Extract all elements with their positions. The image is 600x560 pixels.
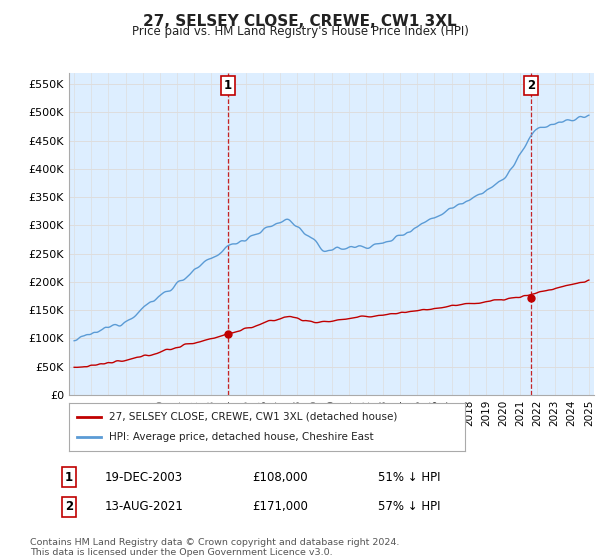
Text: Price paid vs. HM Land Registry's House Price Index (HPI): Price paid vs. HM Land Registry's House … — [131, 25, 469, 38]
Text: 13-AUG-2021: 13-AUG-2021 — [105, 500, 184, 514]
Text: 57% ↓ HPI: 57% ↓ HPI — [378, 500, 440, 514]
Text: 19-DEC-2003: 19-DEC-2003 — [105, 470, 183, 484]
Text: 1: 1 — [65, 470, 73, 484]
Text: 2: 2 — [527, 79, 535, 92]
Text: 2: 2 — [65, 500, 73, 514]
Text: HPI: Average price, detached house, Cheshire East: HPI: Average price, detached house, Ches… — [109, 432, 373, 442]
Text: Contains HM Land Registry data © Crown copyright and database right 2024.
This d: Contains HM Land Registry data © Crown c… — [30, 538, 400, 557]
Text: £108,000: £108,000 — [252, 470, 308, 484]
Text: 27, SELSEY CLOSE, CREWE, CW1 3XL: 27, SELSEY CLOSE, CREWE, CW1 3XL — [143, 14, 457, 29]
Text: 27, SELSEY CLOSE, CREWE, CW1 3XL (detached house): 27, SELSEY CLOSE, CREWE, CW1 3XL (detach… — [109, 412, 397, 422]
Text: 51% ↓ HPI: 51% ↓ HPI — [378, 470, 440, 484]
Text: 1: 1 — [224, 79, 232, 92]
Text: £171,000: £171,000 — [252, 500, 308, 514]
